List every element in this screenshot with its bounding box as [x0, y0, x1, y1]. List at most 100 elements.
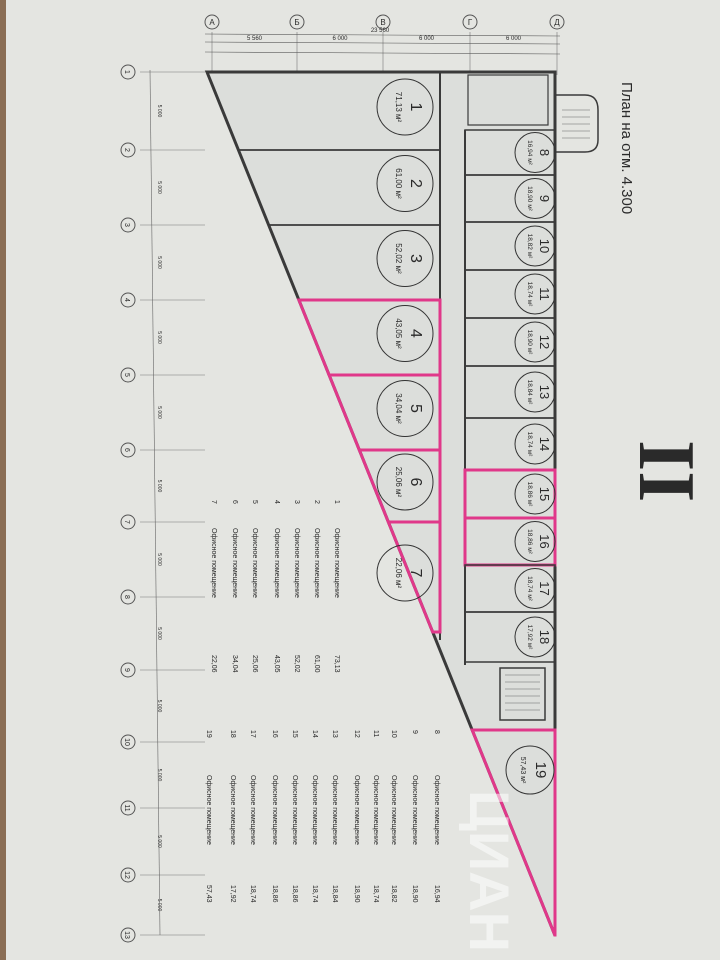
room-area: 18,86 м²: [526, 529, 533, 555]
room-area: 43,05 м²: [394, 318, 403, 349]
dimension-side: 5 000: [156, 181, 162, 194]
room-number: 17: [537, 581, 552, 595]
table-row-name: Офисное помещение: [353, 775, 360, 845]
room-area: 18,74 м²: [526, 282, 533, 308]
table-row-area: 73,13: [333, 655, 340, 673]
dimension-line: [149, 69, 161, 936]
axis-marker: [120, 64, 136, 80]
room-label-circle: [514, 132, 556, 173]
table-row-area: 57,43: [205, 885, 212, 903]
axis-marker: [120, 142, 136, 158]
room-area: 57,43 м²: [519, 757, 526, 784]
room-label-circle: [514, 616, 556, 658]
table-row-number: 14: [311, 730, 318, 738]
room-label-circle: [376, 155, 434, 212]
room-number: 15: [537, 487, 552, 501]
room-label-circle: [514, 521, 556, 562]
room-area: 17,92 м²: [526, 625, 533, 651]
room-number: 1: [407, 103, 424, 112]
dimension-side: 5 000: [156, 627, 162, 640]
room-label-circle: [505, 745, 555, 795]
building-plan: 1 71,13 м² 2 61,00 м² 3 52,02 м² 4 43,05 м² 5 34,…: [204, 70, 599, 937]
room-label-circle: [376, 78, 434, 136]
axis-marker: [120, 734, 136, 750]
dimension-line: [204, 33, 561, 37]
axis-letter: В: [380, 18, 385, 27]
table-row-number: 8: [433, 730, 440, 734]
room-label-circle: [514, 273, 556, 315]
table-row-number: 19: [205, 730, 212, 738]
stairwell-top: [556, 94, 599, 153]
axis-marker: [120, 442, 136, 458]
table-row-number: 3: [293, 500, 300, 504]
table-row-number: 5: [251, 500, 258, 504]
watermark-logo: ЦИАН: [458, 790, 521, 952]
axis-number: 2: [123, 148, 130, 152]
table-row-name: Офисное помещение: [251, 528, 258, 598]
axis-number: 13: [123, 931, 130, 939]
table-row-name: Офисное помещение: [229, 775, 236, 845]
axis-grid: А Б В Г Д 23 560 5 560 6 000 6 000 6 000 1 5 000 2 5 …: [120, 14, 565, 943]
room-label-circle: [514, 568, 556, 609]
table-row-area: 43,05: [273, 655, 280, 673]
room-area: 52,02 м²: [394, 243, 403, 274]
table-row-area: 18,82: [390, 885, 397, 903]
axis-letter: А: [209, 18, 215, 27]
table-row-number: 2: [313, 500, 320, 504]
axis-letter: Б: [294, 18, 299, 27]
dimension-line: [204, 51, 561, 55]
table-row-area: 61,00: [313, 655, 320, 673]
table-row-name: Офисное помещение: [210, 528, 217, 598]
table-row-name: Офисное помещение: [372, 775, 379, 845]
room-area: 25,06 м²: [394, 467, 403, 498]
room-area: 34,04 м²: [394, 393, 403, 424]
room-area: 18,74 м²: [526, 432, 533, 458]
room-number: 18: [537, 630, 552, 644]
dimension-span: 6 000: [506, 36, 522, 42]
room-schedule-table: 1 Офисное помещение 73,13 2 Офисное помещени…: [205, 500, 440, 903]
dimension-side: 5 000: [156, 105, 162, 118]
axis-number: 10: [123, 738, 130, 746]
axis-marker: [120, 292, 136, 308]
room-label-circle: [514, 321, 556, 363]
table-row-name: Офисное помещение: [311, 775, 318, 845]
section-mark: II: [622, 440, 710, 502]
table-row-number: 1: [333, 500, 340, 504]
axis-marker: [120, 514, 136, 530]
table-row-area: 18,86: [271, 885, 278, 903]
table-row-name: Офисное помещение: [291, 775, 298, 845]
table-row-area: 18,86: [291, 885, 298, 903]
room-label-circle: [376, 453, 434, 511]
axis-marker: [204, 14, 220, 30]
room-number: 2: [407, 179, 424, 188]
table-row-number: 4: [273, 500, 280, 504]
axis-number: 7: [123, 520, 130, 524]
room-label-circle: [514, 371, 556, 413]
axis-marker: [120, 217, 136, 233]
room-number: 6: [407, 478, 424, 487]
table-row-area: 25,06: [251, 655, 258, 673]
table-row-name: Офисное помещение: [331, 775, 338, 845]
table-row-name: Офисное помещение: [205, 775, 212, 845]
room-number: 8: [537, 149, 552, 156]
axis-marker: [289, 14, 305, 30]
table-row-area: 18,84: [331, 885, 338, 903]
table-row-name: Офисное помещение: [249, 775, 256, 845]
table-row-name: Офисное помещение: [293, 528, 300, 598]
dimension-side: 5 000: [156, 899, 162, 912]
room-number: 9: [537, 195, 552, 202]
axis-number: 1: [123, 70, 130, 74]
room-area: 18,90 м²: [526, 330, 533, 356]
table-row-area: 18,74: [249, 885, 256, 903]
axis-number: 8: [123, 595, 130, 599]
room-label-circle: [376, 544, 434, 602]
room-number: 11: [537, 287, 552, 301]
dimension-side: 5 000: [156, 331, 162, 344]
table-row-area: 18,74: [311, 885, 318, 903]
table-row-number: 17: [249, 730, 256, 738]
table-row-number: 10: [390, 730, 397, 738]
dimension-span: 6 000: [419, 36, 435, 42]
table-row-name: Офисное помещение: [411, 775, 418, 845]
table-row-number: 7: [210, 500, 217, 504]
dimension-total: 23 560: [371, 28, 390, 34]
